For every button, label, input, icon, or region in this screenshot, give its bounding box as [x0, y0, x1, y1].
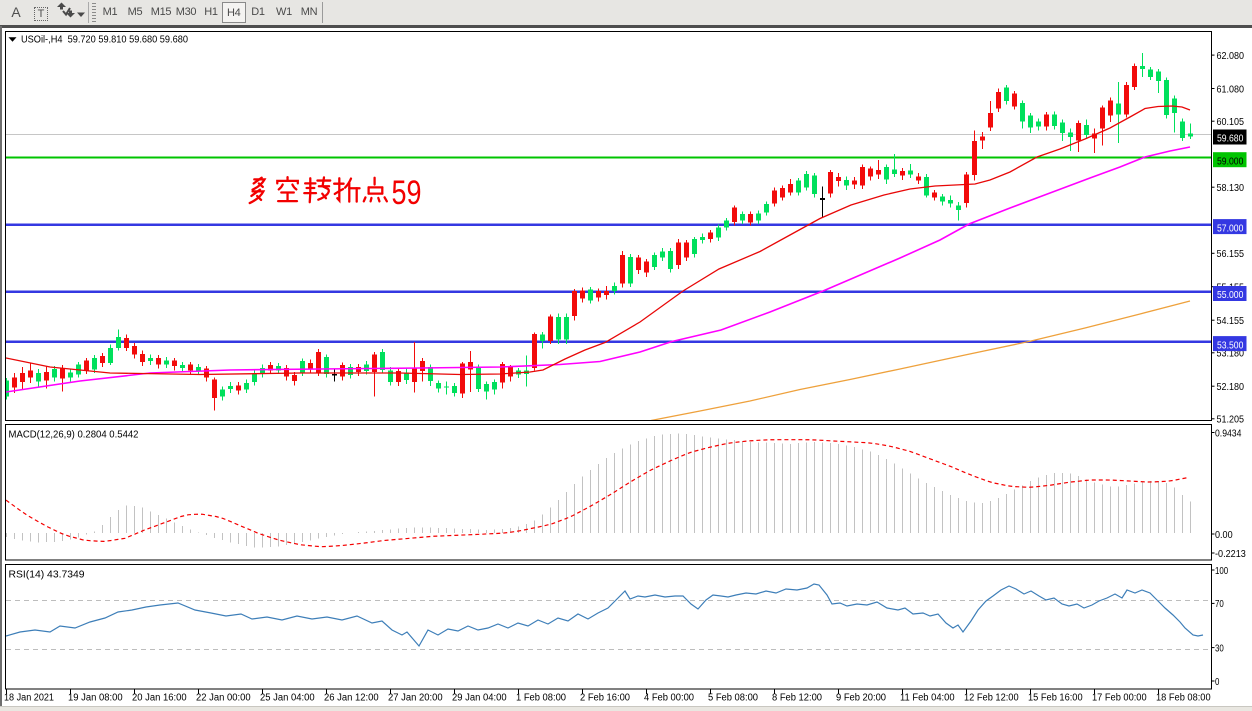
- svg-text:USOil-,H4 59.720 59.810 59.68: USOil-,H4 59.720 59.810 59.680 59.680: [21, 34, 188, 46]
- svg-text:59.680: 59.680: [1217, 133, 1244, 145]
- svg-text:57.000: 57.000: [1217, 222, 1244, 234]
- svg-text:55.000: 55.000: [1217, 289, 1244, 301]
- svg-text:15 Feb 16:00: 15 Feb 16:00: [1028, 693, 1083, 704]
- svg-text:60.105: 60.105: [1217, 116, 1245, 128]
- svg-text:RSI(14) 43.7349: RSI(14) 43.7349: [9, 569, 85, 581]
- svg-text:MACD(12,26,9) 0.2804 0.5442: MACD(12,26,9) 0.2804 0.5442: [9, 429, 139, 441]
- svg-text:2 Feb 16:00: 2 Feb 16:00: [580, 693, 630, 704]
- svg-text:25 Jan 04:00: 25 Jan 04:00: [260, 693, 315, 704]
- svg-text:1 Feb 08:00: 1 Feb 08:00: [516, 693, 566, 704]
- svg-text:51.205: 51.205: [1217, 414, 1245, 426]
- svg-text:52.180: 52.180: [1217, 381, 1245, 393]
- svg-text:0: 0: [1215, 676, 1220, 688]
- svg-text:53.500: 53.500: [1217, 339, 1244, 351]
- svg-text:0.9434: 0.9434: [1215, 427, 1242, 439]
- svg-text:70: 70: [1215, 598, 1224, 610]
- svg-text:61.080: 61.080: [1217, 83, 1245, 95]
- svg-text:58.130: 58.130: [1217, 182, 1245, 194]
- svg-text:9 Feb 20:00: 9 Feb 20:00: [836, 693, 886, 704]
- svg-text:22 Jan 00:00: 22 Jan 00:00: [196, 693, 251, 704]
- svg-text:30: 30: [1215, 642, 1224, 654]
- svg-text:17 Feb 00:00: 17 Feb 00:00: [1092, 693, 1147, 704]
- svg-text:29 Jan 04:00: 29 Jan 04:00: [452, 693, 507, 704]
- svg-text:100: 100: [1215, 565, 1228, 577]
- svg-text:62.080: 62.080: [1217, 50, 1245, 62]
- svg-text:56.155: 56.155: [1217, 248, 1245, 260]
- svg-text:18 Jan 2021: 18 Jan 2021: [4, 693, 54, 704]
- svg-text:59: 59: [392, 174, 422, 212]
- svg-text:18 Feb 08:00: 18 Feb 08:00: [1156, 693, 1211, 704]
- svg-text:11 Feb 04:00: 11 Feb 04:00: [900, 693, 955, 704]
- svg-text:26 Jan 12:00: 26 Jan 12:00: [324, 693, 379, 704]
- svg-text:12 Feb 12:00: 12 Feb 12:00: [964, 693, 1019, 704]
- svg-text:27 Jan 20:00: 27 Jan 20:00: [388, 693, 443, 704]
- svg-text:20 Jan 16:00: 20 Jan 16:00: [132, 693, 187, 704]
- svg-text:59.000: 59.000: [1217, 155, 1244, 167]
- svg-text:19 Jan 08:00: 19 Jan 08:00: [68, 693, 123, 704]
- svg-text:4 Feb 00:00: 4 Feb 00:00: [644, 693, 694, 704]
- svg-text:0.00: 0.00: [1215, 529, 1233, 541]
- svg-text:54.155: 54.155: [1217, 315, 1245, 327]
- svg-text:5 Feb 08:00: 5 Feb 08:00: [708, 693, 758, 704]
- svg-text:8 Feb 12:00: 8 Feb 12:00: [772, 693, 822, 704]
- svg-text:-0.2213: -0.2213: [1215, 548, 1246, 560]
